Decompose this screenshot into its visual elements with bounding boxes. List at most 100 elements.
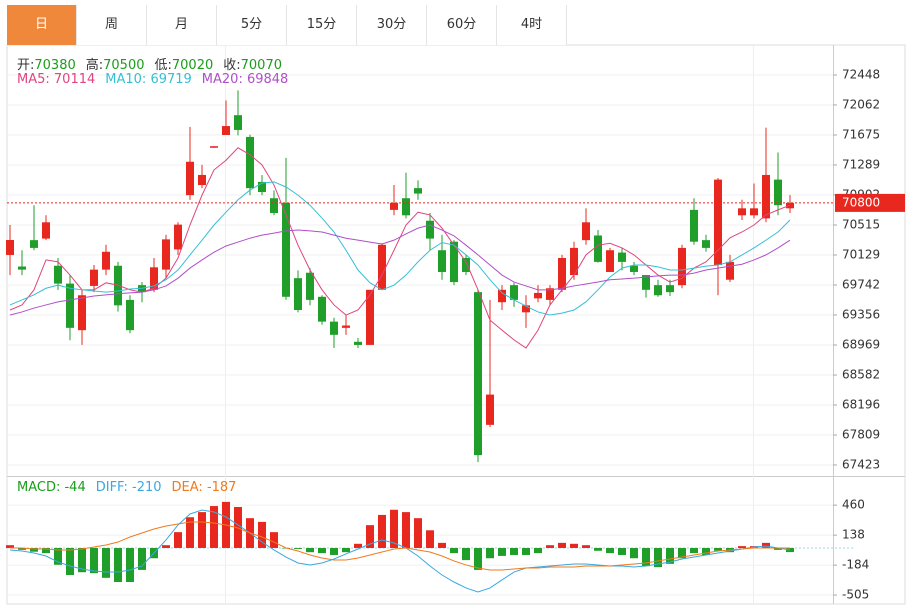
macd-bar [522,547,530,555]
macd-bar [294,547,302,549]
candles [6,90,794,463]
candle-body [522,305,530,313]
last-price-label: 70800 [842,195,880,209]
candle-body [6,239,14,255]
candle-body [558,257,566,290]
macd-bar [678,547,686,559]
candle-body [414,188,422,194]
macd-bar [174,532,182,548]
tab[interactable]: 15分 [287,5,357,45]
candle-body [750,208,758,216]
macd-bar [738,546,746,548]
candle-body [570,247,578,276]
macd-bar [702,547,710,555]
candle-body [30,240,38,248]
tab[interactable]: 月 [147,5,217,45]
tab[interactable]: 60分 [427,5,497,45]
y-tick-label: 70515 [842,218,880,232]
candle-body [606,250,614,272]
candle-body [42,222,50,239]
y-tick-label: 67423 [842,457,880,471]
macd-bar [78,547,86,573]
candle-body [678,247,686,286]
macd-bar [654,547,662,568]
candle-body [390,202,398,210]
candle-body [18,266,26,270]
candle-body [246,136,254,189]
legend-label: MA5: [17,72,54,87]
line [9,509,791,593]
legend-item: DEA: -187 [172,480,237,495]
readout-value: 70070 [240,58,282,73]
candle-body [282,202,290,297]
tab[interactable]: 4时 [497,5,567,45]
candle-body [594,235,602,262]
legend-label: MA10: [105,72,151,87]
candle-body [714,179,722,265]
macd-bar [138,547,146,570]
candle-body [426,220,434,239]
y-tick-label: 69356 [842,307,880,321]
macd-bar [774,547,782,550]
y-tick-label: -184 [842,558,869,572]
macd-bar [162,545,170,548]
candle-body [318,296,326,322]
ma-readout: MA5: 70114 MA10: 69719 MA20: 69848 [17,72,298,87]
macd-bar [438,542,446,548]
candle-body [582,222,590,241]
legend-value: 70114 [53,72,96,87]
legend-item: MA10: 69719 [105,72,192,87]
macd-bar [378,514,386,548]
candle-body [462,257,470,272]
readout-item: 高:70500 [86,58,145,73]
candle-body [150,267,158,290]
tab[interactable]: 5分 [217,5,287,45]
macd-bar [354,543,362,548]
readout-label: 收: [223,58,241,73]
macd-bar [426,530,434,548]
macd-bar [414,518,422,548]
candle-body [510,285,518,300]
tab[interactable]: 日 [7,5,77,45]
candle-body [270,198,278,213]
candle-body [342,325,350,328]
candle-body [378,244,386,290]
macd-bar [30,547,38,552]
macd-bar [306,547,314,553]
macd-bar [582,545,590,548]
macd-bar [318,547,326,554]
readout-item: 收:70070 [223,58,282,73]
macd-bar [546,545,554,548]
macd-bar [618,547,626,555]
macd-bar [258,521,266,548]
macd-bar [510,547,518,555]
candle-body [258,181,266,193]
line [9,147,791,349]
candle-body [210,146,218,148]
ohlc-readout: 开:70380 高:70500 低:70020 收:70070 [17,54,292,73]
macd-bar [690,547,698,554]
readout-item: 开:70380 [17,58,76,73]
legend-value: -44 [64,480,86,495]
tab[interactable]: 周 [77,5,147,45]
macd-bar [498,547,506,556]
macd-bar [42,547,50,554]
macd-bar [126,547,134,583]
macd-bar [54,547,62,565]
macd-bar [210,506,218,548]
tab[interactable]: 30分 [357,5,427,45]
candle-body [330,321,338,335]
line [9,181,791,316]
candle-body [450,241,458,283]
candle-body [630,265,638,272]
last-price-box [835,193,905,212]
candle-body [654,285,662,296]
readout-label: 高: [85,58,104,73]
candle-body [498,289,506,303]
legend-label: DIFF: [95,480,133,495]
y-tick-label: 70129 [842,247,880,261]
macd-bar [666,547,674,564]
y-tick-label: 71675 [842,127,880,141]
